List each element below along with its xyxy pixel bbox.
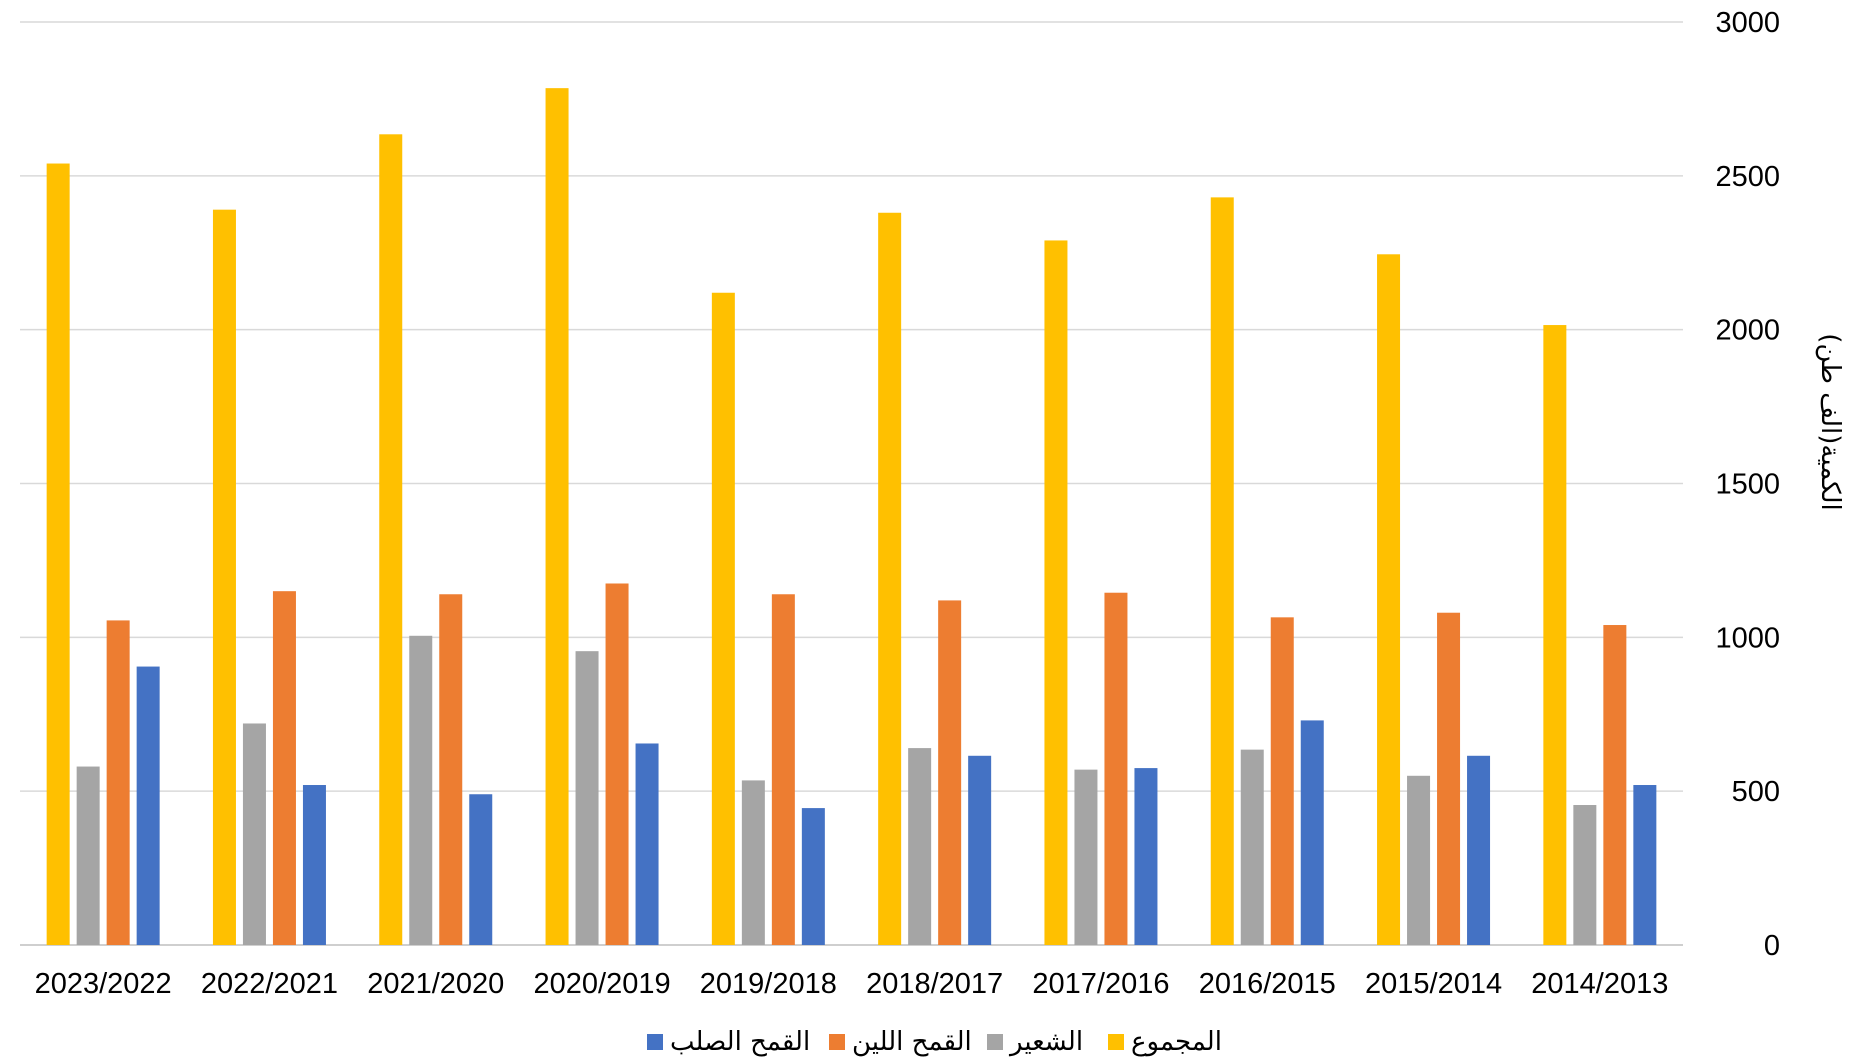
bar: [1543, 325, 1567, 946]
bar: [968, 755, 992, 945]
bar: [1573, 805, 1597, 945]
bar: [1210, 197, 1234, 945]
bar: [545, 88, 569, 946]
legend-label: القمح اللين: [852, 1027, 972, 1057]
x-tick-label: 2017/2016: [1032, 968, 1169, 1000]
bar: [1377, 254, 1401, 945]
x-tick-label: 2021/2020: [367, 968, 504, 1000]
bar: [1633, 785, 1657, 945]
bar: [469, 794, 493, 945]
x-tick-label: 2018/2017: [866, 968, 1003, 1000]
bar: [575, 651, 599, 945]
legend-label: الشعير: [1008, 1027, 1083, 1057]
bar: [1270, 617, 1294, 945]
y-tick-label: 500: [1732, 776, 1780, 808]
x-axis-tick-labels: 2023/2022 2022/2021 2021/2020 2020/2019 2019…: [35, 968, 1669, 1000]
bar: [1104, 592, 1128, 945]
x-tick-label: 2020/2019: [534, 968, 671, 1000]
bar: [771, 594, 795, 945]
bar: [801, 808, 825, 945]
bar: [1603, 625, 1627, 945]
legend-swatch: [829, 1034, 845, 1050]
y-tick-label: 0: [1764, 930, 1780, 962]
x-tick-label: 2022/2021: [201, 968, 338, 1000]
bar: [76, 766, 100, 945]
bar: [938, 600, 962, 945]
legend-swatch: [1108, 1034, 1124, 1050]
bar: [1407, 775, 1431, 945]
bar: [409, 635, 433, 945]
y-tick-label: 2000: [1715, 315, 1780, 347]
bar: [1300, 720, 1324, 945]
bar: [379, 134, 403, 945]
y-tick-label: 1500: [1715, 469, 1780, 501]
x-tick-label: 2014/2013: [1531, 968, 1668, 1000]
x-tick-label: 2015/2014: [1365, 968, 1502, 1000]
x-tick-label: 2019/2018: [700, 968, 837, 1000]
x-tick-label: 2016/2015: [1199, 968, 1336, 1000]
y-axis-title: الكمية(الف طن): [1815, 333, 1845, 510]
bar: [908, 748, 932, 945]
bar: [878, 212, 902, 946]
bar: [46, 163, 70, 945]
y-tick-label: 2500: [1715, 161, 1780, 193]
gridlines: [20, 21, 1683, 946]
bar: [242, 723, 266, 945]
bar: [741, 780, 765, 945]
bar: [212, 209, 236, 946]
y-tick-label: 1000: [1715, 622, 1780, 654]
bar: [1467, 755, 1491, 945]
y-tick-label: 3000: [1715, 7, 1780, 39]
bar: [1074, 769, 1098, 945]
legend-swatch: [647, 1034, 663, 1050]
bar: [711, 292, 735, 945]
bars: [46, 88, 1657, 946]
bar: [1134, 768, 1158, 945]
bar: [106, 620, 130, 945]
x-tick-label: 2023/2022: [35, 968, 172, 1000]
bar: [272, 591, 296, 945]
legend-swatch: [987, 1034, 1003, 1050]
bar: [136, 666, 160, 945]
legend: القمح الصلب القمح اللين الشعير المجموع: [647, 1027, 1222, 1057]
bar: [635, 743, 659, 945]
bar: [302, 785, 326, 945]
bar: [439, 594, 463, 945]
y-axis-tick-labels: 0 500 1000 1500 2000 2500 3000: [1715, 7, 1780, 962]
bar: [1437, 612, 1461, 945]
bar: [1044, 240, 1068, 945]
bar: [1240, 749, 1264, 945]
bar: [605, 583, 629, 945]
legend-label: المجموع: [1131, 1027, 1222, 1057]
legend-label: القمح الصلب: [670, 1027, 810, 1057]
